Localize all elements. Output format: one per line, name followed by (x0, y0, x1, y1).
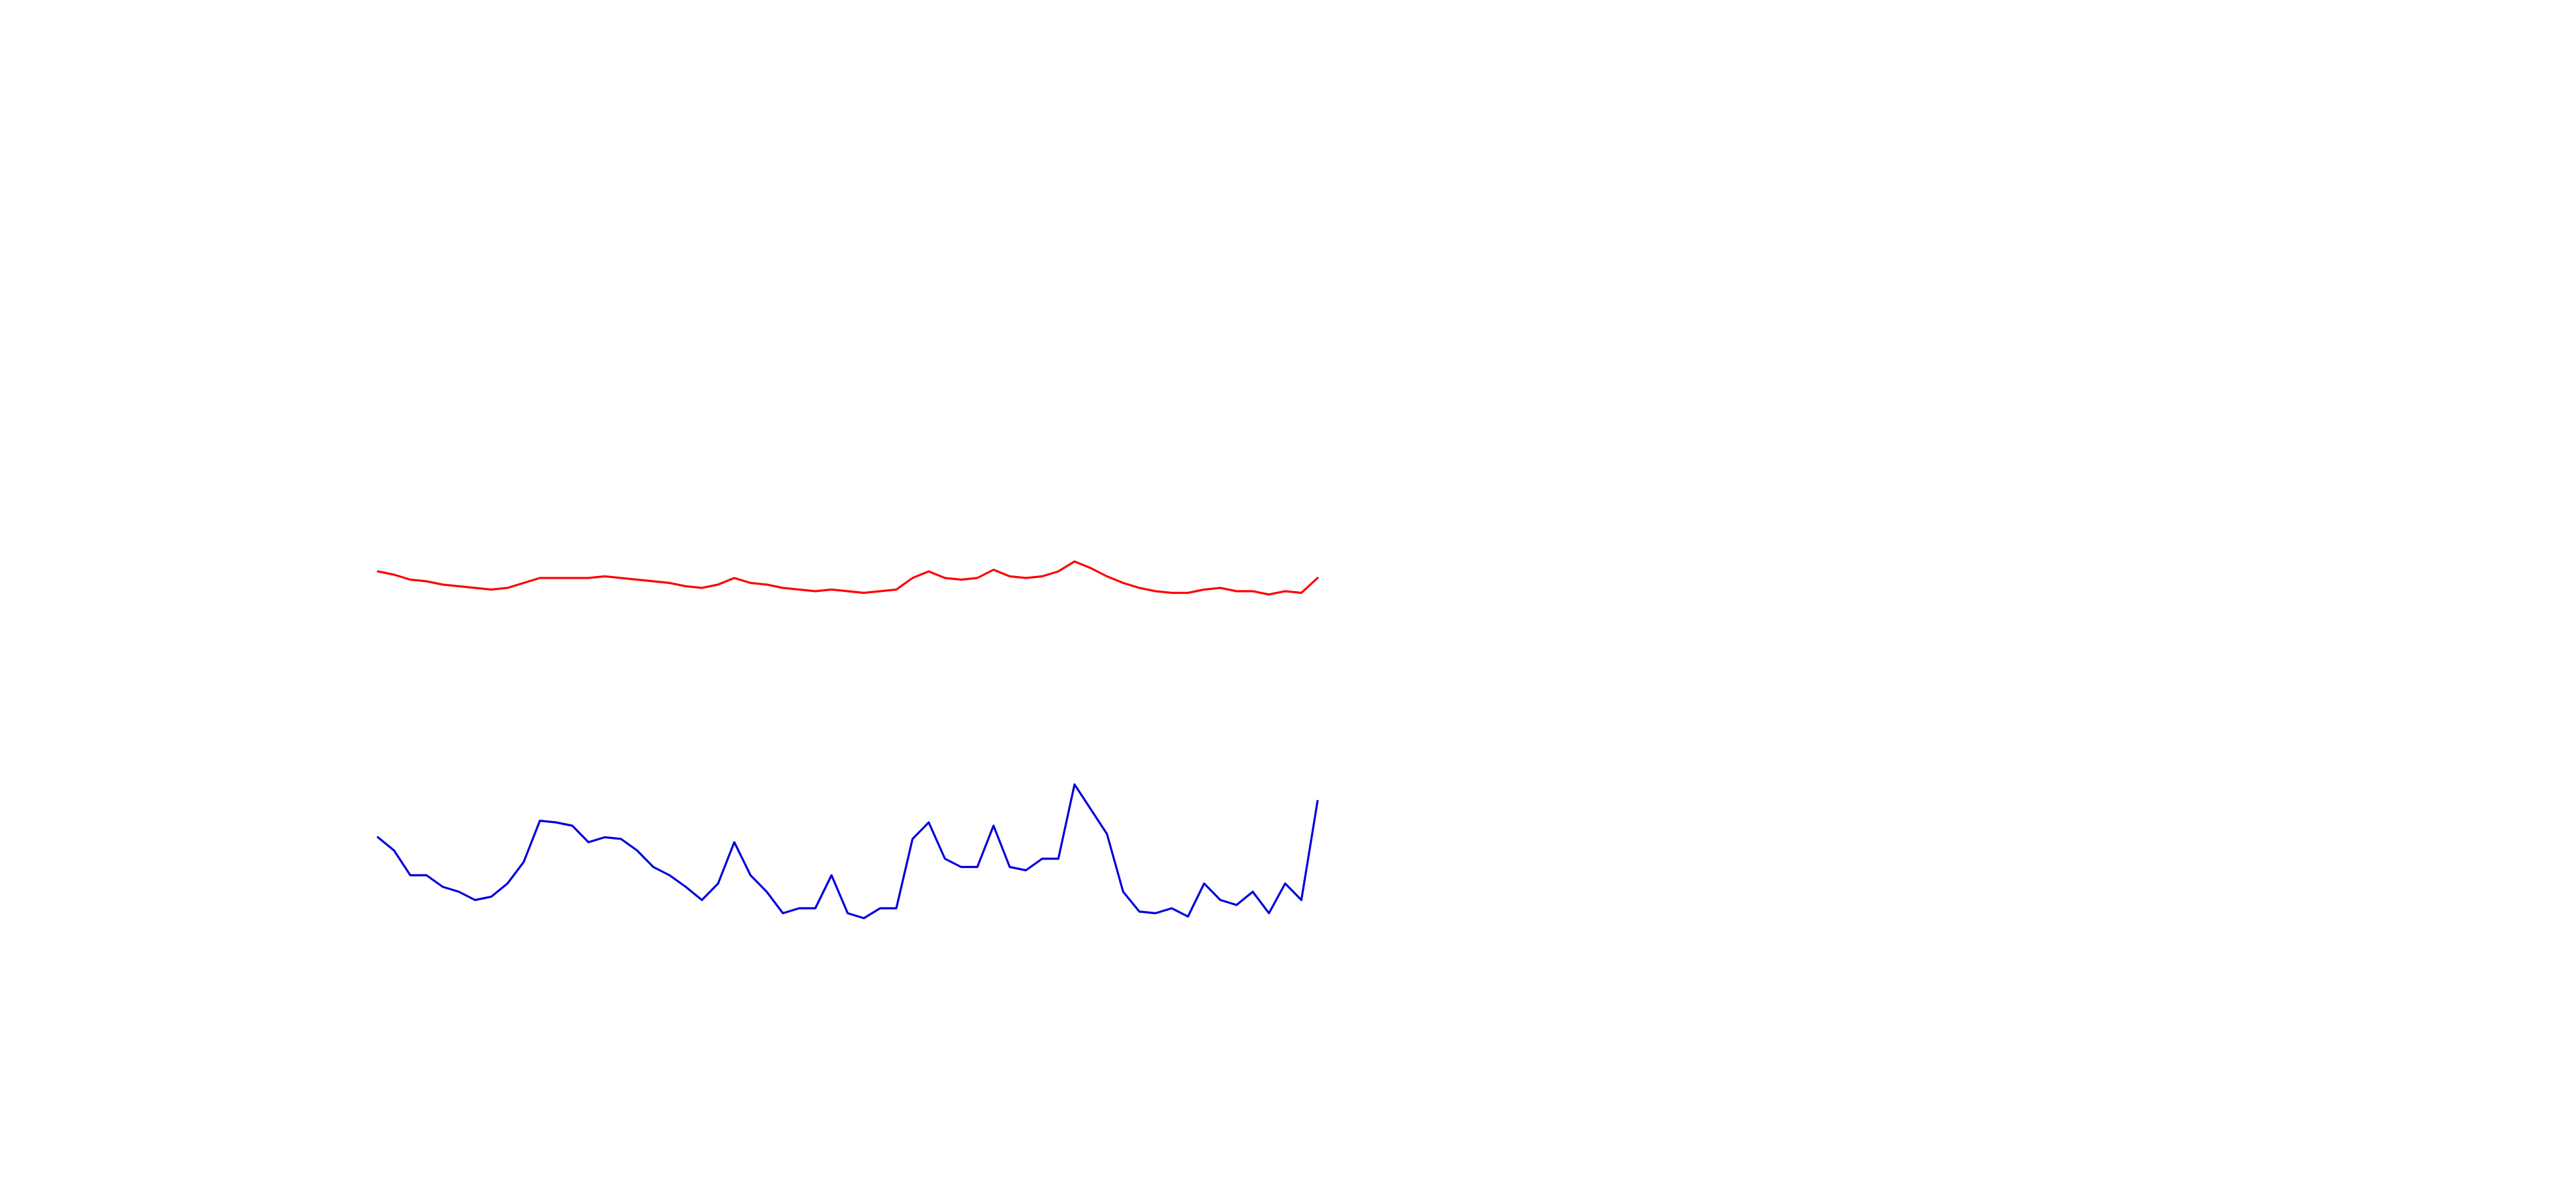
line-series (376, 560, 1319, 596)
line-series (376, 783, 1319, 919)
